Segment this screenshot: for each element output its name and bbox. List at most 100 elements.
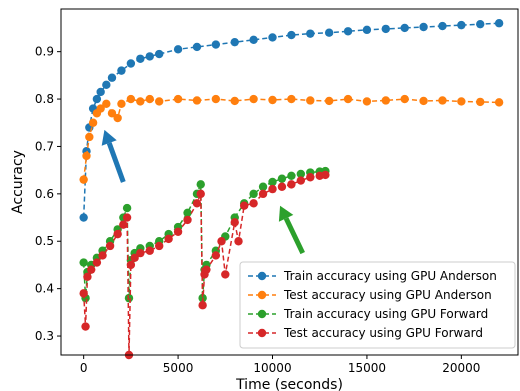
data-point: [79, 175, 88, 184]
data-point: [494, 19, 504, 28]
legend-label: Train accuracy using GPU Forward: [283, 307, 488, 321]
data-point: [321, 170, 330, 180]
data-point: [117, 66, 126, 75]
data-point: [211, 251, 221, 260]
data-point: [85, 132, 94, 142]
data-point: [192, 199, 202, 208]
data-point: [192, 42, 202, 52]
legend-entry: Train accuracy using GPU Forward: [248, 307, 488, 321]
legend-label: Test accuracy using GPU Forward: [283, 326, 483, 340]
data-point: [457, 20, 466, 30]
data-point: [130, 253, 139, 263]
data-point: [343, 94, 353, 104]
data-point: [92, 94, 102, 104]
y-tick-label: 0.7: [35, 139, 54, 153]
data-point: [124, 293, 134, 303]
data-point: [476, 97, 485, 107]
data-point: [211, 40, 221, 49]
data-point: [87, 265, 96, 274]
legend-marker: [257, 290, 267, 300]
x-tick-label: 5000: [163, 361, 194, 375]
data-point: [249, 189, 258, 199]
data-point: [107, 73, 117, 82]
data-point: [92, 258, 102, 267]
y-tick-label: 0.4: [35, 282, 54, 296]
data-point: [96, 87, 105, 97]
plot-area: [79, 19, 504, 360]
x-tick-label: 0: [80, 361, 88, 375]
data-point: [230, 218, 239, 227]
x-axis-label: Time (seconds): [235, 377, 343, 391]
legend: Train accuracy using GPU Anderson Test ac…: [239, 261, 516, 349]
plot-frame: [60, 8, 519, 356]
data-point: [183, 208, 192, 218]
data-point: [96, 104, 105, 113]
data-point: [126, 260, 136, 270]
data-point: [249, 94, 258, 104]
y-axis-label: Accuracy: [10, 150, 26, 214]
data-point: [154, 49, 164, 59]
y-tick-label: 0.8: [35, 92, 54, 106]
legend-marker: [257, 309, 267, 319]
data-point: [145, 246, 154, 255]
data-point: [98, 251, 107, 260]
x-tick-label: 20000: [442, 361, 480, 375]
legend-entry: Train accuracy using GPU Anderson: [248, 269, 497, 283]
data-point: [192, 96, 202, 105]
legend-marker: [257, 328, 267, 338]
x-tick-label: 10000: [253, 361, 291, 375]
data-point: [79, 258, 88, 267]
legend-box: [239, 261, 516, 349]
data-point: [173, 45, 183, 54]
data-point: [381, 96, 391, 105]
data-point: [277, 174, 287, 183]
series-line-1: [82, 98, 500, 180]
y-tick-label: 0.6: [35, 187, 54, 201]
data-point: [79, 289, 88, 298]
data-point: [196, 189, 205, 199]
data-point: [102, 80, 111, 90]
data-point: [494, 98, 504, 107]
data-point: [211, 94, 221, 104]
annotation-arrow-head: [278, 205, 294, 222]
axes: 0 5000 10000 15000 20000 0.3 0.4 0.5 0.6 0.7 0.8 0.…: [35, 45, 481, 375]
data-point: [173, 227, 183, 236]
data-point: [154, 97, 164, 106]
data-point: [117, 99, 126, 108]
legend-entry: Test accuracy using GPU Forward: [248, 326, 483, 340]
data-point: [173, 94, 183, 104]
annotation-arrow-head: [101, 129, 117, 146]
data-point: [324, 28, 334, 37]
data-point: [419, 96, 428, 106]
data-point: [217, 237, 226, 246]
data-point: [438, 21, 447, 31]
data-point: [136, 248, 145, 258]
data-point: [306, 96, 315, 105]
data-point: [277, 182, 287, 191]
data-point: [154, 241, 164, 251]
data-point: [296, 176, 306, 185]
data-point: [145, 94, 154, 104]
data-point: [287, 30, 296, 40]
data-point: [258, 182, 268, 191]
x-tick-label: 15000: [348, 361, 386, 375]
data-point: [268, 177, 277, 187]
data-point: [287, 94, 296, 104]
y-tick-label: 0.9: [35, 45, 54, 59]
data-point: [122, 203, 132, 213]
annotation-arrow-shaft: [106, 142, 126, 183]
data-point: [249, 199, 258, 208]
data-point: [419, 22, 428, 32]
data-point: [145, 52, 154, 61]
data-point: [268, 184, 277, 194]
data-point: [296, 169, 306, 179]
legend-marker: [257, 271, 267, 281]
data-point: [136, 97, 145, 106]
data-point: [136, 54, 145, 63]
data-point: [249, 35, 258, 45]
y-tick-label: 0.5: [35, 234, 54, 248]
data-point: [164, 234, 173, 244]
data-point: [306, 29, 315, 38]
data-point: [343, 27, 353, 36]
